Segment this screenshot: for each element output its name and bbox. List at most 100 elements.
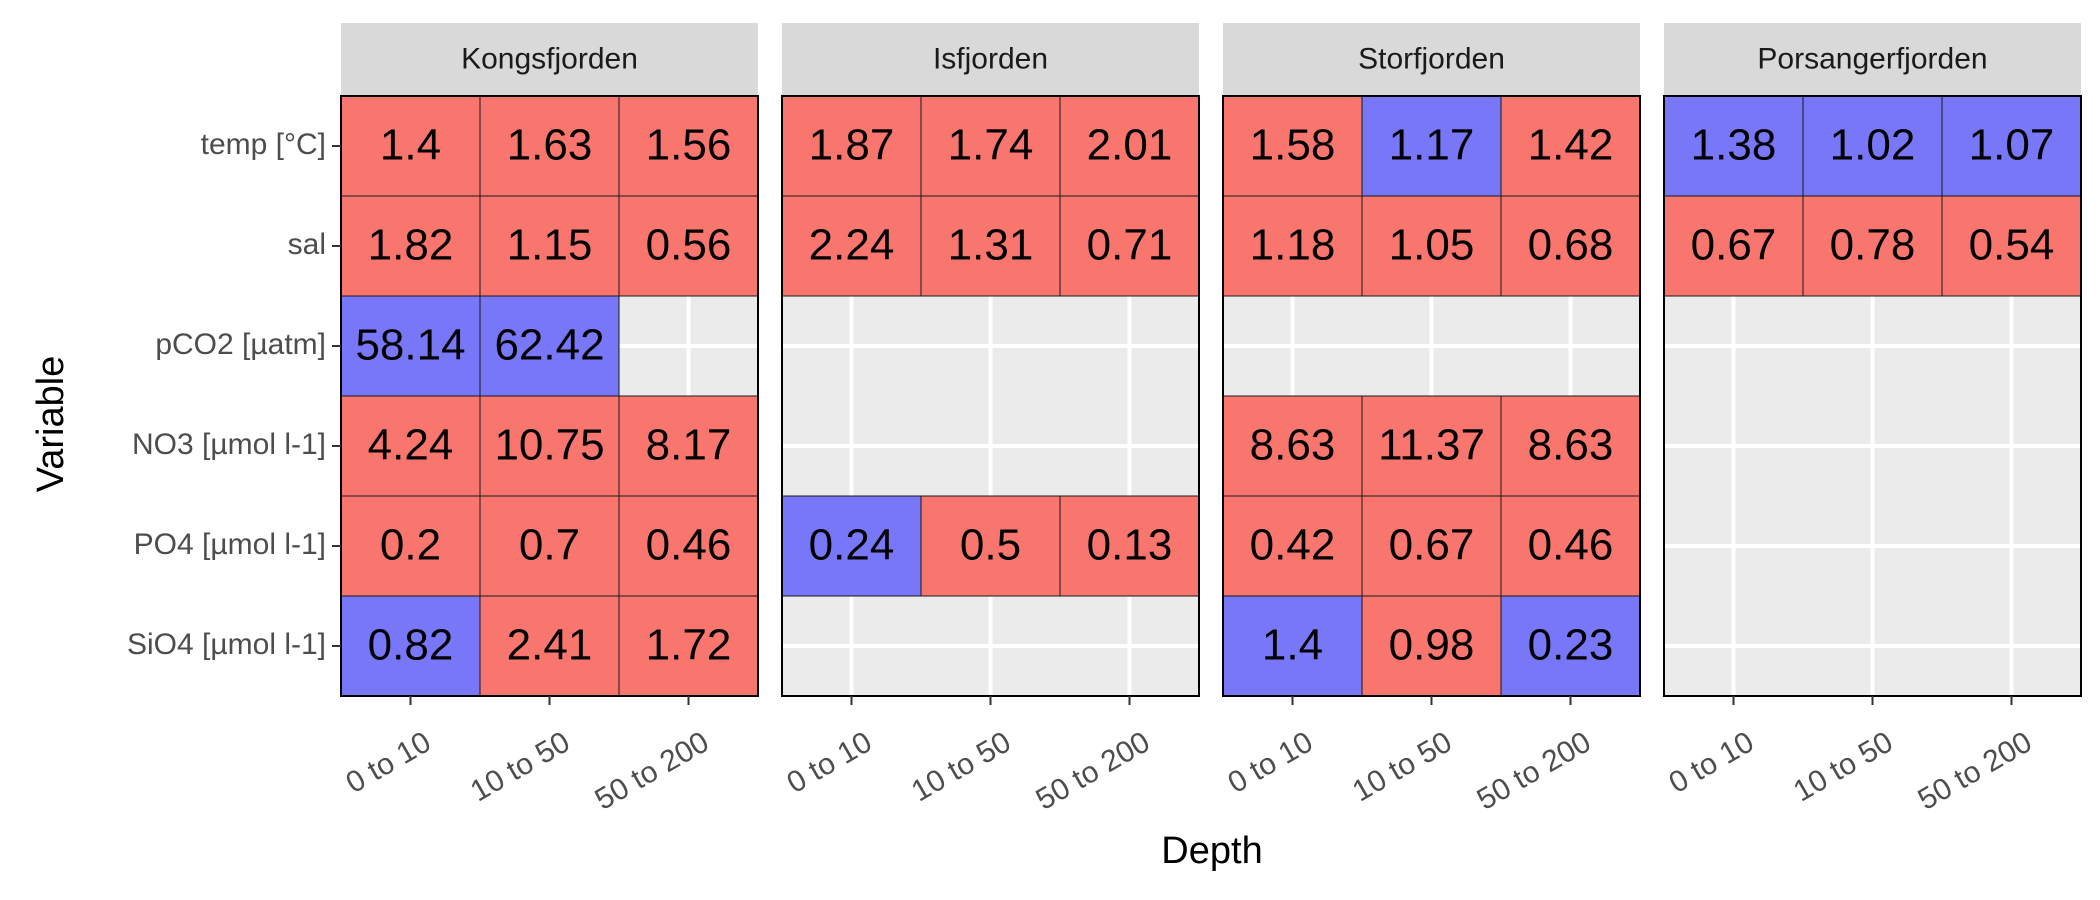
cell-value-label: 1.82 <box>368 221 454 270</box>
heatmap-cell <box>1802 95 1943 197</box>
cell-value-label: 8.17 <box>646 421 732 470</box>
cell-value-label: 10.75 <box>494 421 604 470</box>
cell-value-label: 0.42 <box>1250 521 1336 570</box>
cell-value-label: 1.31 <box>948 221 1034 270</box>
y-axis-tick-labels: temp [°C] sal pCO2 [µatm] NO3 [µmol l-1] PO4… <box>127 128 341 661</box>
cell-value-label: 0.7 <box>519 521 580 570</box>
heatmap-cell <box>479 195 620 297</box>
cell-value-label: 58.14 <box>355 321 465 370</box>
heatmap-cell <box>618 495 759 597</box>
heatmap-cell <box>1663 95 1804 197</box>
heatmap-cell <box>920 195 1061 297</box>
cell-value-label: 0.54 <box>1969 221 2055 270</box>
facet-strip-label: Isfjorden <box>933 42 1048 75</box>
facet-strip <box>782 23 1199 96</box>
cell-value-label: 0.13 <box>1087 521 1173 570</box>
cell-value-label: 0.68 <box>1528 221 1614 270</box>
heatmap-cell <box>1500 595 1641 697</box>
facet-strip-label: Kongsfjorden <box>461 42 638 75</box>
facet-panel-porsangerfjorden: Porsangerfjorden 1.38 1.02 1.07 0.67 0.78 0.54… <box>1663 23 2082 817</box>
heatmap-cell <box>781 195 922 297</box>
heatmap-cell <box>1500 195 1641 297</box>
cell-value-label: 0.98 <box>1389 621 1475 670</box>
heatmap-cell <box>920 495 1061 597</box>
cell-value-label: 4.24 <box>368 421 454 470</box>
heatmap-cell <box>1361 95 1502 197</box>
cell-value-label: 62.42 <box>494 321 604 370</box>
cell-value-label: 1.18 <box>1250 221 1336 270</box>
cell-value-label: 1.72 <box>646 621 732 670</box>
heatmap-cell <box>340 595 481 697</box>
heatmap-cell <box>1361 495 1502 597</box>
heatmap-cell <box>1361 395 1502 497</box>
heatmap-cell <box>479 495 620 597</box>
heatmap-cell <box>340 195 481 297</box>
cell-value-label: 2.41 <box>507 621 593 670</box>
heatmap-cell <box>1361 595 1502 697</box>
y-tick-label: PO4 [µmol l-1] <box>134 528 326 561</box>
facet-strip <box>1223 23 1640 96</box>
facet-panel-kongsfjorden: Kongsfjorden 1.4 1.63 1.56 1.82 1.15 0.56 58.14… <box>340 23 759 817</box>
heatmap-cell <box>340 395 481 497</box>
cell-value-label: 0.82 <box>368 621 454 670</box>
facet-strip <box>1664 23 2081 96</box>
heatmap-cell <box>1500 95 1641 197</box>
y-tick-label: NO3 [µmol l-1] <box>132 428 326 461</box>
heatmap-cell <box>618 95 759 197</box>
cell-value-label: 1.74 <box>948 121 1034 170</box>
facet-panel-isfjorden: Isfjorden 1.87 1.74 2.01 2.24 1.31 0.71 0.24 0.5… <box>781 23 1200 817</box>
cell-value-label: 2.01 <box>1087 121 1173 170</box>
cell-value-label: 0.46 <box>646 521 732 570</box>
heatmap-cell <box>1059 495 1200 597</box>
facet-strip-label: Storfjorden <box>1358 42 1505 75</box>
heatmap-cell <box>1663 195 1804 297</box>
y-axis-title: Variable <box>30 356 72 493</box>
cell-value-label: 0.67 <box>1389 521 1475 570</box>
cell-value-label: 1.42 <box>1528 121 1614 170</box>
cell-value-label: 1.07 <box>1969 121 2055 170</box>
heatmap-cell <box>920 95 1061 197</box>
heatmap-cell <box>1361 195 1502 297</box>
heatmap-cell <box>479 595 620 697</box>
heatmap-cell <box>781 95 922 197</box>
cell-value-label: 1.15 <box>507 221 593 270</box>
cell-value-label: 1.05 <box>1389 221 1475 270</box>
heatmap-cell <box>1500 395 1641 497</box>
cell-value-label: 1.87 <box>809 121 895 170</box>
cell-value-label: 0.2 <box>380 521 441 570</box>
cell-value-label: 2.24 <box>809 221 895 270</box>
y-tick-label: pCO2 [µatm] <box>155 328 326 361</box>
heatmap-cell <box>479 395 620 497</box>
heatmap-cell <box>1500 495 1641 597</box>
cell-value-label: 1.38 <box>1691 121 1777 170</box>
cell-value-label: 1.02 <box>1830 121 1916 170</box>
cell-value-label: 8.63 <box>1528 421 1614 470</box>
cell-value-label: 8.63 <box>1250 421 1336 470</box>
heatmap-cell <box>618 595 759 697</box>
cell-value-label: 0.5 <box>960 521 1021 570</box>
facet-strip <box>341 23 758 96</box>
heatmap-cell <box>340 495 481 597</box>
cell-value-label: 0.46 <box>1528 521 1614 570</box>
cell-value-label: 1.56 <box>646 121 732 170</box>
y-tick-label: temp [°C] <box>201 128 326 161</box>
cell-value-label: 0.71 <box>1087 221 1173 270</box>
heatmap-cell <box>1059 195 1200 297</box>
cell-value-label: 1.4 <box>1262 621 1323 670</box>
heatmap-cell <box>1802 195 1943 297</box>
facet-panels: Kongsfjorden 1.4 1.63 1.56 1.82 1.15 0.56 58.14… <box>340 23 2082 817</box>
cell-value-label: 0.78 <box>1830 221 1916 270</box>
facet-strip-label: Porsangerfjorden <box>1757 42 1987 75</box>
heatmap-cell <box>618 395 759 497</box>
cell-value-label: 0.67 <box>1691 221 1777 270</box>
y-tick-label: SiO4 [µmol l-1] <box>127 628 326 661</box>
cell-value-label: 11.37 <box>1378 421 1485 470</box>
heatmap-cell <box>1222 495 1363 597</box>
heatmap-cell <box>618 195 759 297</box>
cell-value-label: 0.24 <box>809 521 895 570</box>
y-tick-label: sal <box>288 228 326 261</box>
cell-value-label: 0.56 <box>646 221 732 270</box>
x-axis-title: Depth <box>1161 830 1262 872</box>
cell-value-label: 1.63 <box>507 121 593 170</box>
cell-value-label: 1.58 <box>1250 121 1336 170</box>
